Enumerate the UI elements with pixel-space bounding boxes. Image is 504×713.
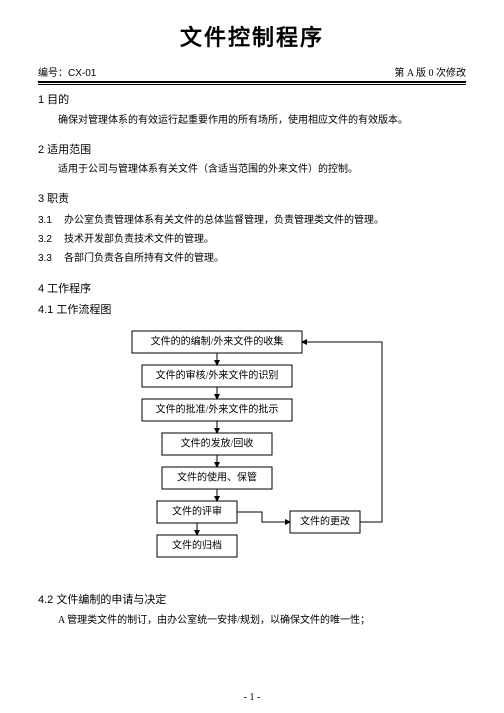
- sec2-head: 2 适用范围: [38, 141, 466, 160]
- sec3-i2-c: 技术文件: [134, 234, 174, 245]
- flow-n4: 文件的发放/回收: [181, 437, 254, 450]
- sec2-t2: 的控制。: [318, 164, 358, 175]
- sec3-i1-c: 总体监督管理: [204, 215, 264, 226]
- flow-n2: 文件的审核/外来文件的识别: [156, 369, 279, 382]
- flow-n6: 文件的评审: [172, 505, 222, 518]
- doc-code: 编号：CX-01: [38, 64, 96, 79]
- flow-nR: 文件的更改: [300, 515, 350, 528]
- sec3-i1-d: ，负责管理类文件的管理。: [264, 215, 384, 226]
- header-meta: 编号：CX-01 第 A 版 0 次修改: [38, 64, 466, 79]
- sec3-item3: 3.3各部门负责各自所持有文件的管理。: [38, 249, 466, 268]
- doc-rev: 第 A 版 0 次修改: [394, 64, 466, 79]
- sec1-b2: 有效版本: [358, 115, 398, 126]
- sec3-i1-n: 3.1: [38, 211, 64, 230]
- sec42-a: A 管理类文件的制订，由办公室统一安排/规划，以确保文件的唯一性；: [58, 612, 466, 629]
- sec1-t3: 。: [398, 115, 408, 126]
- sec2-b1: 管理体系有关文件（含适当范围的外来文件）: [118, 164, 318, 175]
- page-title: 文件控制程序: [38, 20, 466, 52]
- sec3-i3-n: 3.3: [38, 249, 64, 268]
- sec42-head: 4.2 文件编制的申请与决定: [38, 591, 466, 610]
- sec3-i2-n: 3.2: [38, 230, 64, 249]
- sec3-i2-d: 的管理。: [174, 234, 214, 245]
- sec3-i2-b: 负责: [114, 234, 134, 245]
- sec3-i3-t: 各部门负责各自所持有文件的管理。: [64, 253, 224, 264]
- sec1-head: 1 目的: [38, 91, 466, 110]
- sec2-t1: 适用于公司与: [58, 164, 118, 175]
- header-rule: [38, 81, 466, 85]
- sec1-t2: 相应文件的: [308, 115, 358, 126]
- sec3-i1-a: 办公室: [64, 215, 94, 226]
- sec1-b1: 使用: [288, 115, 308, 126]
- sec3-item2: 3.2技术开发部负责技术文件的管理。: [38, 230, 466, 249]
- sec41-head: 4.1 工作流程图: [38, 301, 466, 320]
- flowchart: 文件的的编制/外来文件的收集 文件的审核/外来文件的识别 文件的批准/外来文件的…: [102, 329, 402, 581]
- flow-n5: 文件的使用、保管: [177, 471, 257, 484]
- flow-n3: 文件的批准/外来文件的批示: [156, 403, 279, 416]
- sec42a-pre: A 管理类文件的制订，由: [58, 615, 167, 626]
- sec42a-b: 办公室: [167, 615, 197, 626]
- sec3-i1-b: 负责管理体系有关文件的: [94, 215, 204, 226]
- sec1-body: 确保对管理体系的有效运行起重要作用的所有场所，使用相应文件的有效版本。: [38, 112, 466, 129]
- sec2-body: 适用于公司与管理体系有关文件（含适当范围的外来文件）的控制。: [38, 161, 466, 178]
- sec3-head: 3 职责: [38, 190, 466, 209]
- flow-n1: 文件的的编制/外来文件的收集: [151, 335, 284, 348]
- sec4-head: 4 工作程序: [38, 280, 466, 299]
- page-number: - 1 -: [0, 692, 504, 703]
- flow-n7: 文件的归档: [172, 539, 222, 552]
- sec1-t1: 确保对管理体系的有效运行起重要作用的所有场所，: [58, 115, 288, 126]
- sec3-i2-a: 技术开发部: [64, 234, 114, 245]
- sec42a-post: 统一安排/规划，以确保文件的唯一性；: [197, 615, 370, 626]
- sec3-item1: 3.1办公室负责管理体系有关文件的总体监督管理，负责管理类文件的管理。: [38, 211, 466, 230]
- flow-svg: 文件的的编制/外来文件的收集 文件的审核/外来文件的识别 文件的批准/外来文件的…: [102, 329, 402, 581]
